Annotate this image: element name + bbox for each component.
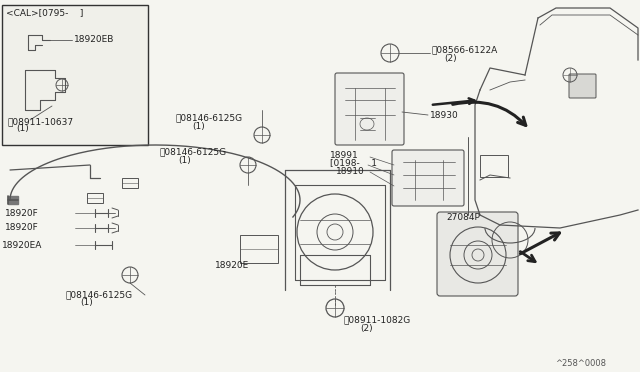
Text: ⓝ08911-1082G: ⓝ08911-1082G bbox=[344, 315, 412, 324]
Text: (1): (1) bbox=[178, 155, 191, 164]
Text: (1): (1) bbox=[192, 122, 205, 131]
Text: [0198-    1: [0198- 1 bbox=[330, 158, 377, 167]
Text: 18920EB: 18920EB bbox=[74, 35, 115, 45]
Text: (2): (2) bbox=[360, 324, 372, 334]
Bar bbox=[122, 178, 138, 188]
Text: 27084P: 27084P bbox=[446, 214, 480, 222]
FancyBboxPatch shape bbox=[392, 150, 464, 206]
FancyBboxPatch shape bbox=[335, 73, 404, 145]
Text: ⒲08146-6125G: ⒲08146-6125G bbox=[65, 291, 132, 299]
FancyBboxPatch shape bbox=[569, 74, 596, 98]
Text: 18991: 18991 bbox=[330, 151, 359, 160]
Text: ^258^0008: ^258^0008 bbox=[555, 359, 606, 368]
Text: ⒲08146-6125G: ⒲08146-6125G bbox=[175, 113, 242, 122]
Text: 18920EA: 18920EA bbox=[2, 241, 42, 250]
Text: (1): (1) bbox=[80, 298, 93, 308]
Bar bbox=[240, 235, 278, 263]
Bar bbox=[2, 5, 148, 145]
Polygon shape bbox=[8, 196, 18, 204]
Bar bbox=[480, 155, 508, 177]
Text: 18920E: 18920E bbox=[215, 260, 249, 269]
Text: (1): (1) bbox=[16, 125, 29, 134]
Text: 18930: 18930 bbox=[430, 110, 459, 119]
Bar bbox=[87, 193, 103, 203]
FancyBboxPatch shape bbox=[437, 212, 518, 296]
Text: <CAL>[0795-    ]: <CAL>[0795- ] bbox=[6, 9, 83, 17]
Text: (2): (2) bbox=[444, 54, 456, 62]
Text: 18920F: 18920F bbox=[5, 208, 39, 218]
Text: 18920F: 18920F bbox=[5, 224, 39, 232]
Text: ⓝ08911-10637: ⓝ08911-10637 bbox=[8, 118, 74, 126]
Text: ⒲08146-6125G: ⒲08146-6125G bbox=[160, 148, 227, 157]
Text: Ⓜ08566-6122A: Ⓜ08566-6122A bbox=[432, 45, 499, 55]
Text: 18910: 18910 bbox=[336, 167, 365, 176]
